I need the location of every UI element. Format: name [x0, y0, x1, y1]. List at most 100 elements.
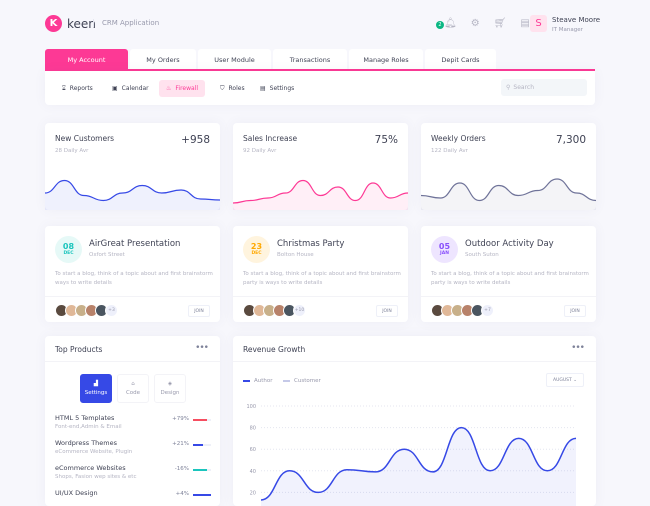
month-select[interactable]: AUGUST ⌄ [546, 373, 584, 387]
avatar[interactable]: S [530, 15, 547, 32]
legend-label: Author [254, 378, 273, 384]
more-attendees[interactable]: +3 [105, 304, 118, 317]
card-title: Top Products [55, 345, 102, 354]
event-title: Outdoor Activity Day [465, 239, 554, 249]
product-description: Font-end,Admin & Email [55, 424, 211, 430]
tab-user-module[interactable]: User Module [198, 49, 271, 70]
clipboard-icon[interactable]: ▤ [520, 18, 529, 29]
y-tick-label: 40 [250, 469, 256, 475]
event-location: Bolton House [277, 252, 314, 258]
stat-title: Sales Increase [243, 134, 297, 143]
tab-depit-cards[interactable]: Depit Cards [425, 49, 496, 70]
subnav-label: Roles [229, 85, 245, 92]
divider [233, 296, 408, 297]
join-button[interactable]: JOIN [376, 305, 398, 317]
calendar-icon: ▣ [112, 85, 118, 92]
join-button[interactable]: JOIN [188, 305, 210, 317]
product-tab-code[interactable]: ⌂Code [117, 374, 149, 403]
product-percent: +21% [172, 441, 189, 447]
notifications-button[interactable]: 2🔔︎ [436, 18, 457, 29]
product-tab-design[interactable]: ◈Design [154, 374, 186, 403]
product-tab-settings[interactable]: ▟Settings [80, 374, 112, 403]
subnav-settings[interactable]: ▤Settings [253, 80, 301, 97]
stat-card-new-customers: New Customers 28 Daily Avr +958 [45, 123, 220, 210]
subnav-calendar[interactable]: ▣ Calendar [105, 80, 156, 97]
settings-icon[interactable]: ⚙ [471, 18, 480, 29]
event-description: To start a blog, think of a topic about … [55, 270, 215, 288]
more-options-button[interactable]: ••• [571, 343, 584, 353]
legend-swatch [243, 380, 250, 382]
tab-my-account[interactable]: My Account [45, 49, 128, 70]
tab-label: Code [126, 390, 140, 396]
y-tick-label: 20 [250, 490, 256, 496]
stat-value: +958 [181, 134, 210, 146]
more-options-button[interactable]: ••• [195, 343, 208, 353]
event-month: JAN [440, 251, 449, 256]
tab-label: Settings [85, 390, 108, 396]
bell-icon: 🔔︎ [444, 18, 457, 29]
event-description: To start a blog, think of a topic about … [431, 270, 591, 288]
tab-my-orders[interactable]: My Orders [130, 49, 196, 70]
attendees: +7 [431, 304, 491, 317]
product-row[interactable]: Wordpress Themes eCommerce Website, Plug… [55, 439, 211, 455]
divider [421, 296, 596, 297]
fire-icon: ♨ [166, 85, 171, 92]
stat-card-weekly-orders: Weekly Orders 122 Daily Avr 7,300 [421, 123, 596, 210]
revenue-growth-card: Revenue Growth ••• Author Customer AUGUS… [233, 336, 596, 506]
more-attendees[interactable]: +7 [481, 304, 494, 317]
product-row[interactable]: HTML 5 Templates Font-end,Admin & Email … [55, 414, 211, 430]
search-input[interactable]: ⚲Search [501, 79, 587, 96]
subnav-reports[interactable]: ⌛︎Reports [55, 80, 100, 97]
product-percent: +4% [176, 491, 189, 497]
event-location: South Suton [465, 252, 499, 258]
product-row[interactable]: eCommerce Websites Shops, Fasion wep sit… [55, 464, 211, 480]
divider [233, 361, 596, 362]
tab-transactions[interactable]: Transactions [273, 49, 347, 70]
legend-author: Author [243, 378, 273, 384]
stat-subtitle: 92 Daily Avr [243, 148, 276, 154]
event-title: Christmas Party [277, 239, 344, 249]
attendees: +10 [243, 304, 303, 317]
logo-mark: K [45, 15, 62, 32]
product-percent: -16% [175, 466, 189, 472]
sparkline [233, 176, 408, 210]
event-location: Oxfort Street [89, 252, 125, 258]
event-month: DEC [63, 251, 73, 256]
y-tick-label: 100 [246, 404, 256, 410]
app-name: CRM Application [93, 19, 159, 27]
product-description: eCommerce Website, Plugin [55, 449, 211, 455]
tab-manage-roles[interactable]: Manage Roles [349, 49, 423, 70]
more-attendees[interactable]: +10 [293, 304, 306, 317]
attendees: +3 [55, 304, 115, 317]
sparkline [45, 176, 220, 210]
subnav-label: Firewall [175, 85, 198, 92]
join-button[interactable]: JOIN [564, 305, 586, 317]
tab-label: Design [161, 390, 180, 396]
event-day: 05 [439, 243, 450, 251]
subnav-label: Calendar [122, 85, 149, 92]
subnav-firewall[interactable]: ♨ Firewall [159, 80, 205, 97]
sparkline-area [45, 181, 220, 211]
stat-value: 75% [375, 134, 398, 146]
cart-icon[interactable]: 🛒︎ [494, 18, 507, 29]
divider [45, 361, 220, 362]
product-row[interactable]: UI/UX Design +4% [55, 489, 211, 499]
legend-swatch [283, 380, 290, 382]
product-progress [193, 444, 211, 446]
divider [45, 296, 220, 297]
stat-subtitle: 122 Daily Avr [431, 148, 468, 154]
event-title: AirGreat Presentation [89, 239, 180, 249]
stat-value: 7,300 [556, 134, 586, 146]
chevron-down-icon: ⌄ [573, 378, 577, 383]
header-icons: 2🔔︎ ⚙ 🛒︎ ▤ [436, 18, 530, 29]
subnav-roles[interactable]: ⛉Roles [213, 80, 252, 97]
event-day: 23 [251, 243, 262, 251]
notification-badge: 2 [436, 21, 444, 29]
stat-title: New Customers [55, 134, 114, 143]
legend-customer: Customer [283, 378, 321, 384]
